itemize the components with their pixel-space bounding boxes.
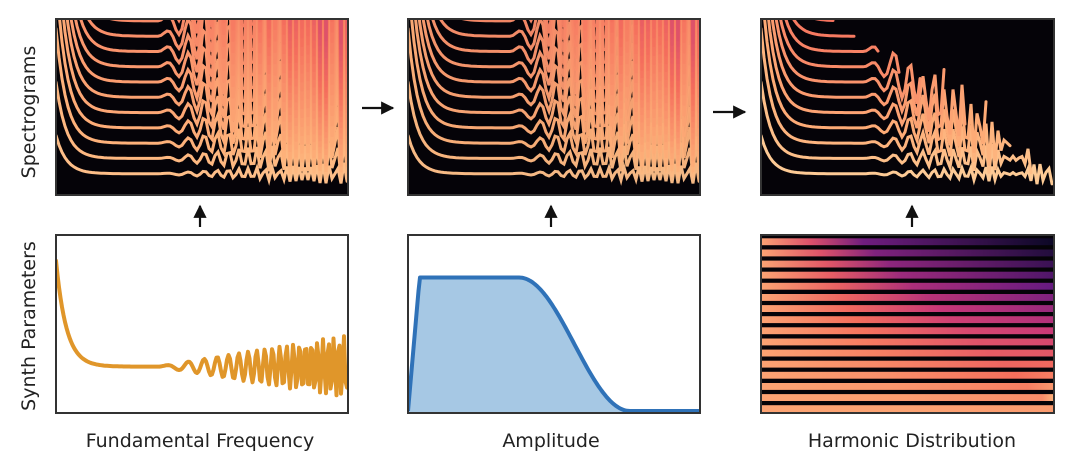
harmonic-track-1 [408,134,700,186]
harmonic-bar-12 [761,360,1054,368]
harmonic-bar-1 [761,238,1054,246]
harmonic-track-10 [791,19,856,38]
harmonic-track-3 [761,27,1012,166]
harmonic-track-9 [79,19,348,139]
f0-curve [56,258,348,398]
harmonic-track-7 [774,19,922,105]
spectrogram-amplitude [407,18,701,196]
harmonic-bar-3 [761,260,1054,268]
harmonic-track-9 [431,19,700,139]
harmonic-track-1 [761,134,1054,186]
spectrogram-f0 [55,18,349,196]
f0-plot [55,234,349,414]
column-label-fundamental-frequency: Fundamental Frequency [86,430,314,452]
harmonic-bar-10 [761,338,1054,346]
harmonic-bar-11 [761,349,1054,357]
harmonic-distribution-plot [760,234,1055,414]
harmonic-bar-6 [761,294,1054,301]
harmonic-bar-15 [761,394,1054,401]
harmonic-track-1 [56,134,348,186]
harmonic-track-12 [761,0,812,2]
harmonic-track-8 [778,19,901,79]
spectrogram-harmonic [760,0,1055,196]
harmonic-track-2 [761,80,1033,175]
harmonic-track-10 [438,19,700,134]
harmonic-bar-7 [761,305,1054,312]
row-label-synth-parameters: Synth Parameters [18,241,40,411]
amplitude-curve [408,275,700,413]
harmonic-track-11 [811,19,835,22]
harmonic-bar-2 [761,249,1054,257]
column-label-harmonic-distribution: Harmonic Distribution [808,430,1016,452]
harmonic-track-4 [763,19,988,153]
amplitude-plot [407,234,701,414]
harmonic-track-6 [770,19,946,121]
harmonic-bar-4 [761,271,1054,279]
harmonic-bar-14 [761,383,1054,390]
harmonic-bar-8 [761,316,1054,324]
harmonic-bar-16 [761,405,1054,413]
harmonic-track-9 [784,19,880,53]
row-label-spectrograms: Spectrograms [18,46,40,179]
column-label-amplitude: Amplitude [502,430,599,452]
harmonic-bar-13 [761,371,1054,379]
harmonic-bar-5 [761,282,1054,290]
harmonic-track-10 [86,19,348,134]
amplitude-area [408,277,700,413]
harmonic-bar-9 [761,327,1054,335]
